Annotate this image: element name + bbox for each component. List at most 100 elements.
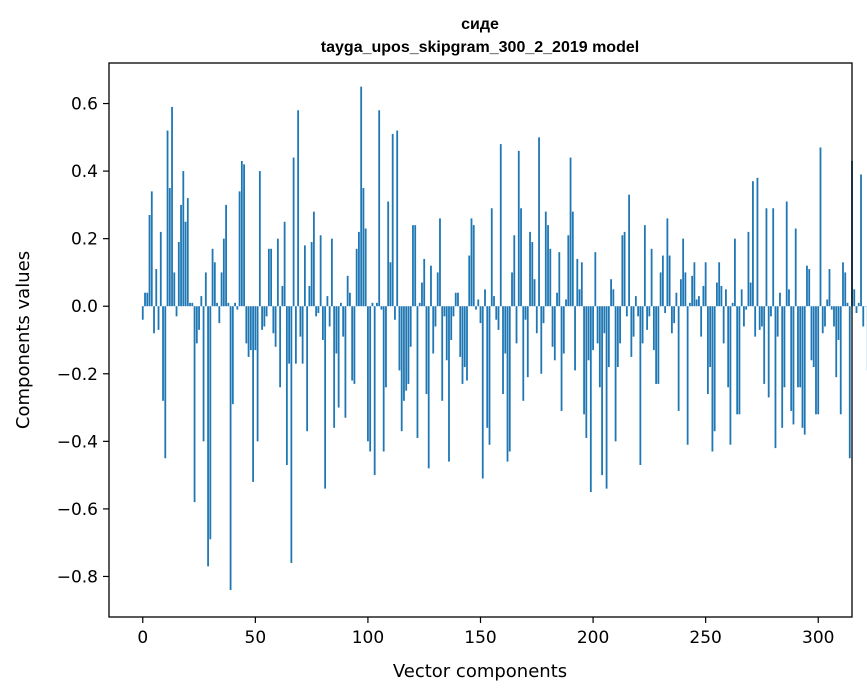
bar-51 xyxy=(256,306,259,442)
bar-204 xyxy=(601,306,603,476)
bar-219 xyxy=(634,296,637,307)
bar-89 xyxy=(342,306,345,337)
bar-303 xyxy=(824,306,826,327)
bar-117 xyxy=(405,306,408,391)
bar-182 xyxy=(551,306,554,347)
bar-149 xyxy=(477,299,480,307)
bar-282 xyxy=(776,306,779,337)
y-tick-label: −0.4 xyxy=(57,432,98,452)
bar-86 xyxy=(335,306,338,354)
bar-269 xyxy=(747,231,750,307)
bar-279 xyxy=(770,306,772,317)
bar-121 xyxy=(414,225,417,307)
bar-201 xyxy=(594,252,597,307)
bar-154 xyxy=(488,306,491,445)
bar-308 xyxy=(835,306,838,378)
bar-79 xyxy=(319,235,322,307)
bar-42 xyxy=(236,306,239,310)
bar-87 xyxy=(337,306,340,408)
bar-58 xyxy=(272,306,275,334)
bar-216 xyxy=(628,194,630,307)
bar-210 xyxy=(614,306,617,442)
bar-134 xyxy=(443,306,446,317)
bar-100 xyxy=(367,306,369,442)
bar-208 xyxy=(610,279,612,307)
bar-50 xyxy=(254,306,257,351)
bar-94 xyxy=(353,306,356,384)
bar-278 xyxy=(767,306,770,398)
bar-288 xyxy=(790,306,793,411)
bar-252 xyxy=(709,306,712,368)
bar-108 xyxy=(385,306,387,388)
bar-233 xyxy=(666,218,669,307)
bar-220 xyxy=(637,306,640,317)
bar-84 xyxy=(331,238,333,307)
bar-242 xyxy=(686,306,689,445)
bar-135 xyxy=(445,306,448,361)
bar-167 xyxy=(517,150,520,307)
bar-205 xyxy=(603,306,606,334)
bar-107 xyxy=(382,306,385,452)
bar-138 xyxy=(452,306,455,317)
bar-286 xyxy=(785,201,788,307)
bar-122 xyxy=(416,306,419,438)
bar-197 xyxy=(585,306,588,438)
bar-247 xyxy=(698,296,700,307)
bar-34 xyxy=(218,306,221,324)
bar-33 xyxy=(216,302,218,307)
bar-200 xyxy=(592,306,594,351)
bar-169 xyxy=(522,306,525,401)
bar-211 xyxy=(616,306,619,368)
bar-118 xyxy=(407,306,410,384)
bar-37 xyxy=(225,204,227,307)
bar-295 xyxy=(806,265,808,307)
bar-68 xyxy=(294,306,297,364)
bar-194 xyxy=(578,289,581,307)
bar-174 xyxy=(533,279,536,307)
bar-277 xyxy=(765,208,768,307)
bar-289 xyxy=(792,306,795,425)
bar-115 xyxy=(400,306,403,432)
bar-202 xyxy=(596,306,599,344)
bar-191 xyxy=(571,211,574,307)
bar-27 xyxy=(202,306,205,442)
bar-317 xyxy=(855,306,858,313)
bar-63 xyxy=(283,221,286,307)
bar-214 xyxy=(623,231,626,307)
bar-30 xyxy=(209,306,212,540)
bar-314 xyxy=(848,306,851,459)
bar-67 xyxy=(292,157,295,307)
bar-313 xyxy=(846,302,849,307)
bar-160 xyxy=(502,306,504,395)
bar-172 xyxy=(529,231,531,307)
y-tick-label: −0.6 xyxy=(57,500,98,520)
bar-106 xyxy=(380,306,383,310)
bar-72 xyxy=(303,245,306,307)
bar-187 xyxy=(562,306,565,354)
bar-54 xyxy=(263,306,266,327)
bar-6 xyxy=(155,269,158,307)
bar-162 xyxy=(506,306,509,462)
bar-238 xyxy=(677,306,680,411)
bar-81 xyxy=(324,306,327,489)
bar-12 xyxy=(168,187,171,307)
bar-46 xyxy=(245,306,248,344)
bar-99 xyxy=(364,228,367,307)
bar-2 xyxy=(146,292,149,307)
bar-11 xyxy=(166,130,169,307)
bar-75 xyxy=(310,242,313,307)
y-axis: −0.8 −0.6 −0.4 −0.2 0.0 0.2 0.4 0.6 xyxy=(57,95,109,587)
bar-98 xyxy=(362,187,365,307)
bar-127 xyxy=(427,306,430,469)
bar-31 xyxy=(211,248,214,307)
bar-185 xyxy=(558,252,561,307)
bar-130 xyxy=(434,306,437,327)
bar-109 xyxy=(387,201,390,307)
bar-3 xyxy=(148,215,151,307)
bar-17 xyxy=(180,204,182,307)
bar-294 xyxy=(803,306,806,435)
bar-271 xyxy=(752,181,754,307)
chart-title-line1: сиде xyxy=(461,16,499,33)
bar-234 xyxy=(668,255,671,307)
bar-251 xyxy=(707,306,709,395)
